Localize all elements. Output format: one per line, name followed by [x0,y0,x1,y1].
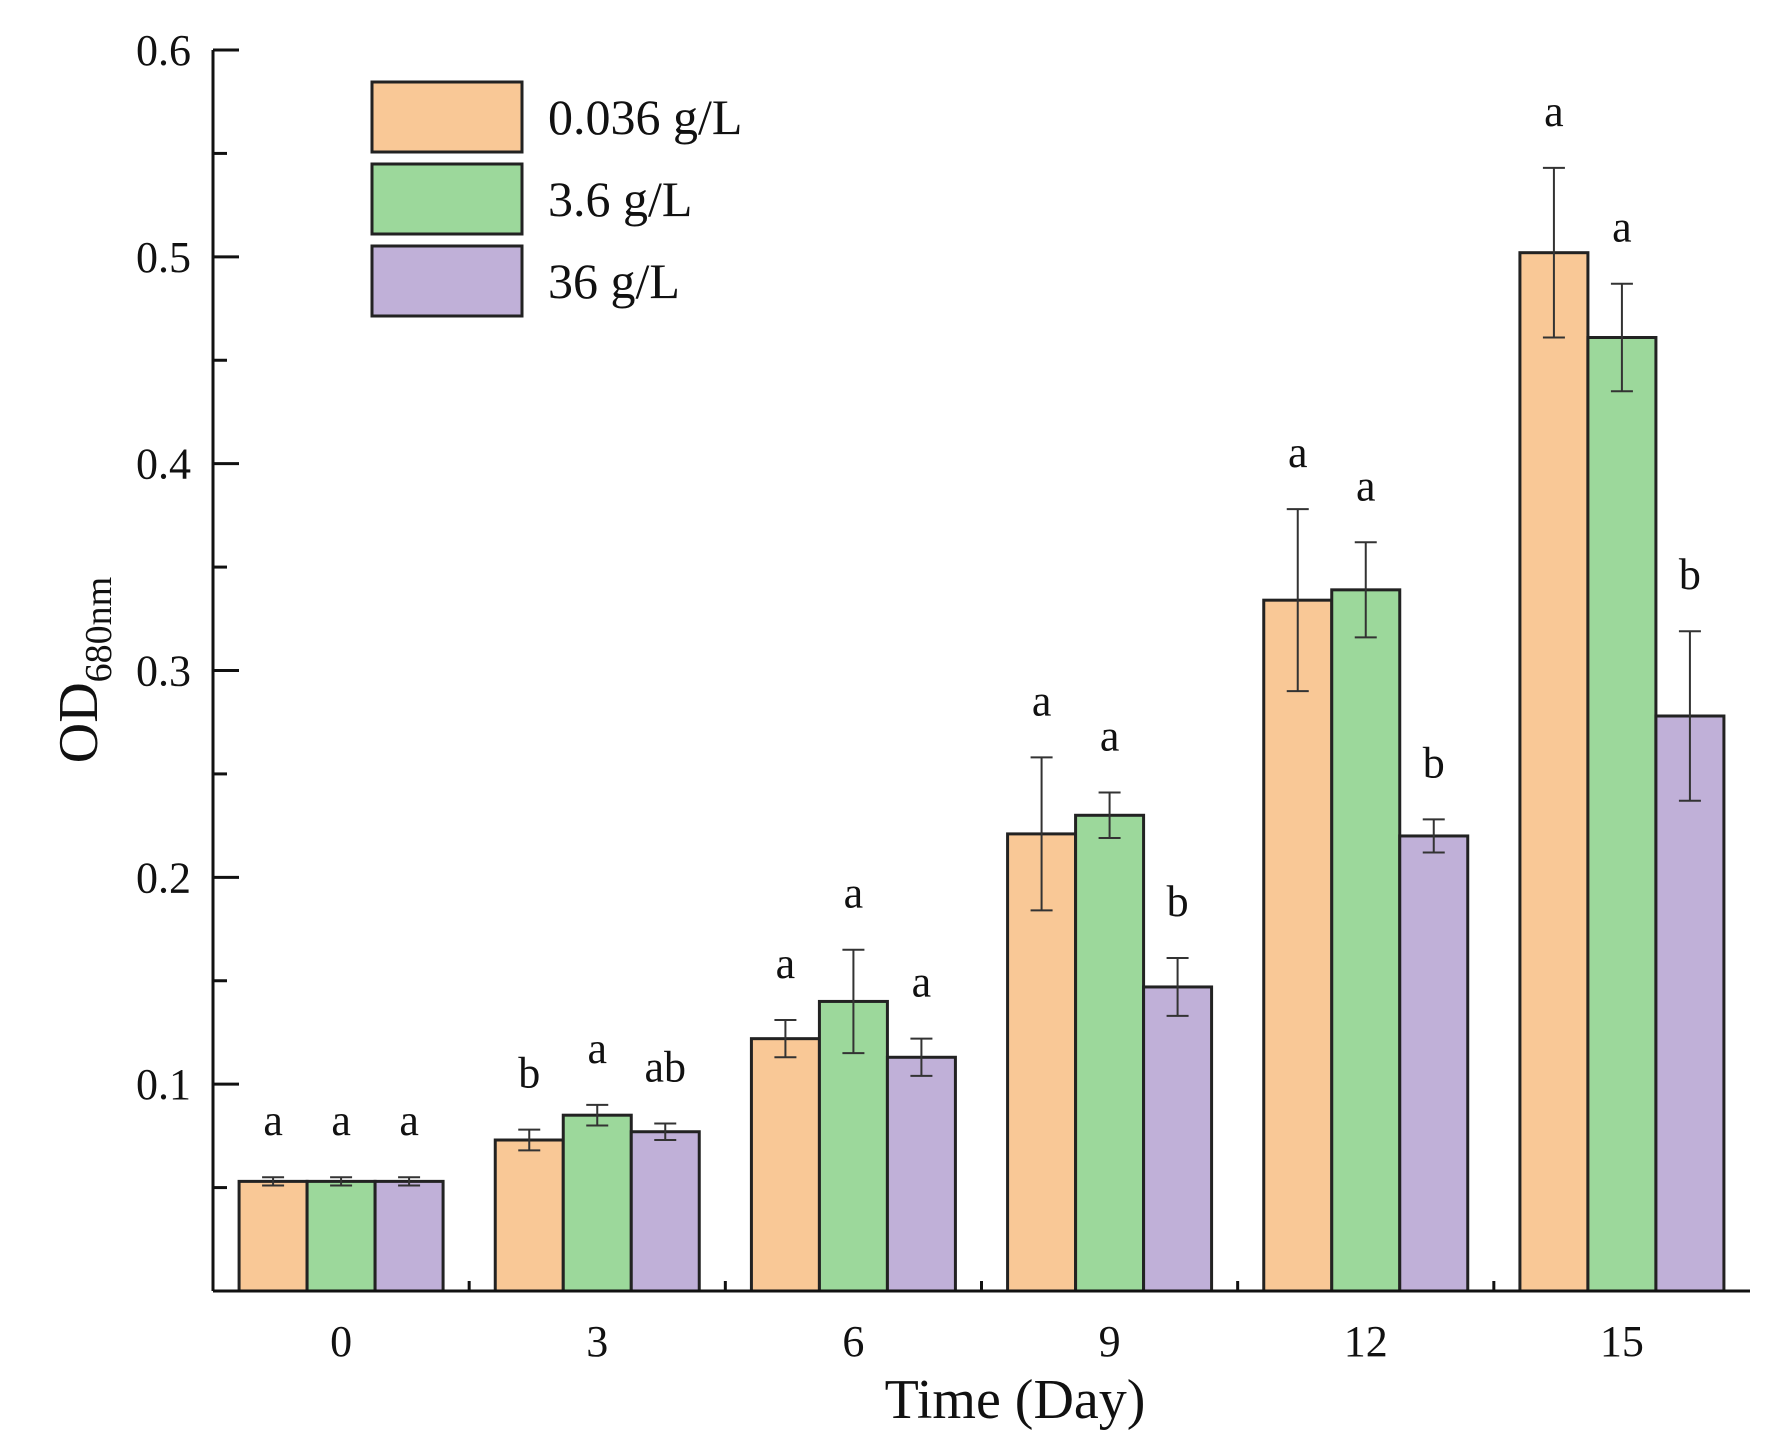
bar [1518,251,1590,1293]
significance-letter: a [1356,461,1376,510]
x-tick-label: 3 [586,1317,608,1366]
y-axis-title-subscript: 680nm [78,577,120,683]
legend: 0.036 g/L 3.6 g/L 36 g/L [370,80,742,318]
significance-letter: b [1679,550,1701,599]
legend-label: 36 g/L [548,253,680,309]
axes-layer: 0.1 0.2 0.3 0.4 0.5 0.6 0 3 6 9 12 15 [136,26,1750,1366]
y-tick-label: 0.5 [136,233,191,282]
y-axis-title: OD680nm [48,577,120,763]
x-axis-title: Time (Day) [885,1369,1146,1431]
legend-swatch [370,162,524,236]
bar [493,1138,565,1293]
y-tick-label: 0.3 [136,647,191,696]
bar [561,1113,633,1293]
bars-layer [237,251,1726,1293]
significance-letter: a [1100,712,1120,761]
significance-letter: a [1544,87,1564,136]
bar [1654,714,1726,1293]
error-bars-layer [262,166,1701,1187]
significance-letter: a [263,1096,283,1145]
significance-letter: a [776,939,796,988]
significance-letter: ab [644,1042,686,1091]
bar [237,1179,309,1293]
bar [1586,335,1658,1293]
significance-letter: b [518,1049,540,1098]
significance-letter: a [1032,676,1052,725]
y-tick-label: 0.4 [136,440,191,489]
bar [885,1055,957,1293]
significance-letter: a [399,1096,419,1145]
legend-swatch [370,80,524,154]
bar [1142,985,1214,1293]
significance-letter: a [1612,203,1632,252]
bar [1398,834,1470,1293]
bar [373,1179,445,1293]
significance-letter: a [587,1024,607,1073]
bar [1262,598,1334,1293]
bar [1074,813,1146,1293]
x-tick-label: 15 [1600,1317,1644,1366]
bar [305,1179,377,1293]
y-tick-label: 0.1 [136,1060,191,1109]
x-tick-label: 12 [1344,1317,1388,1366]
significance-letter: b [1167,877,1189,926]
legend-swatch [370,244,524,318]
significance-letter: a [331,1096,351,1145]
significance-letter: a [1288,428,1308,477]
x-tick-label: 0 [330,1317,352,1366]
x-tick-label: 9 [1099,1317,1121,1366]
legend-label: 3.6 g/L [548,171,692,227]
significance-letter: b [1423,738,1445,787]
y-tick-label: 0.2 [136,853,191,902]
bar [1330,588,1402,1293]
x-tick-label: 6 [842,1317,864,1366]
legend-label: 0.036 g/L [548,89,742,145]
significance-letter: a [912,958,932,1007]
y-tick-label: 0.6 [136,26,191,75]
bar [749,1037,821,1293]
significance-letter: a [844,869,864,918]
y-axis-title-main: OD [48,682,110,763]
bar [629,1130,701,1293]
